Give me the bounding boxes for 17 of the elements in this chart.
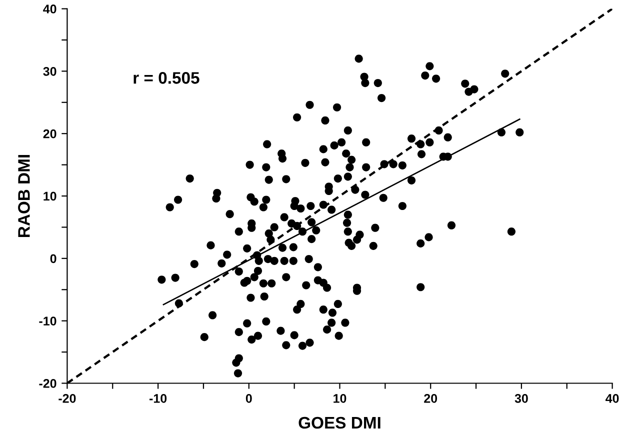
y-tick-label: 10	[44, 192, 56, 201]
y-tick-label: -20	[39, 379, 56, 388]
x-axis-title: GOES DMI	[298, 416, 380, 429]
y-tick-label: 40	[43, 4, 56, 14]
y-tick-label: 20	[43, 129, 56, 138]
annotation: r = 0.505	[134, 72, 200, 84]
x-tick-label: -10	[150, 394, 167, 403]
x-tick-label: 30	[514, 394, 528, 403]
y-tick-label: -10	[39, 316, 56, 326]
x-tick-label: 0	[246, 394, 252, 403]
y-axis-title: RAOB DMI	[18, 154, 30, 238]
x-tick-label: -20	[58, 394, 76, 403]
x-tick-label: 10	[334, 394, 346, 403]
y-tick-label: 0	[50, 254, 56, 264]
x-tick-label: 20	[424, 394, 438, 403]
y-tick-label: 30	[43, 66, 56, 76]
x-tick-label: 40	[606, 394, 619, 403]
